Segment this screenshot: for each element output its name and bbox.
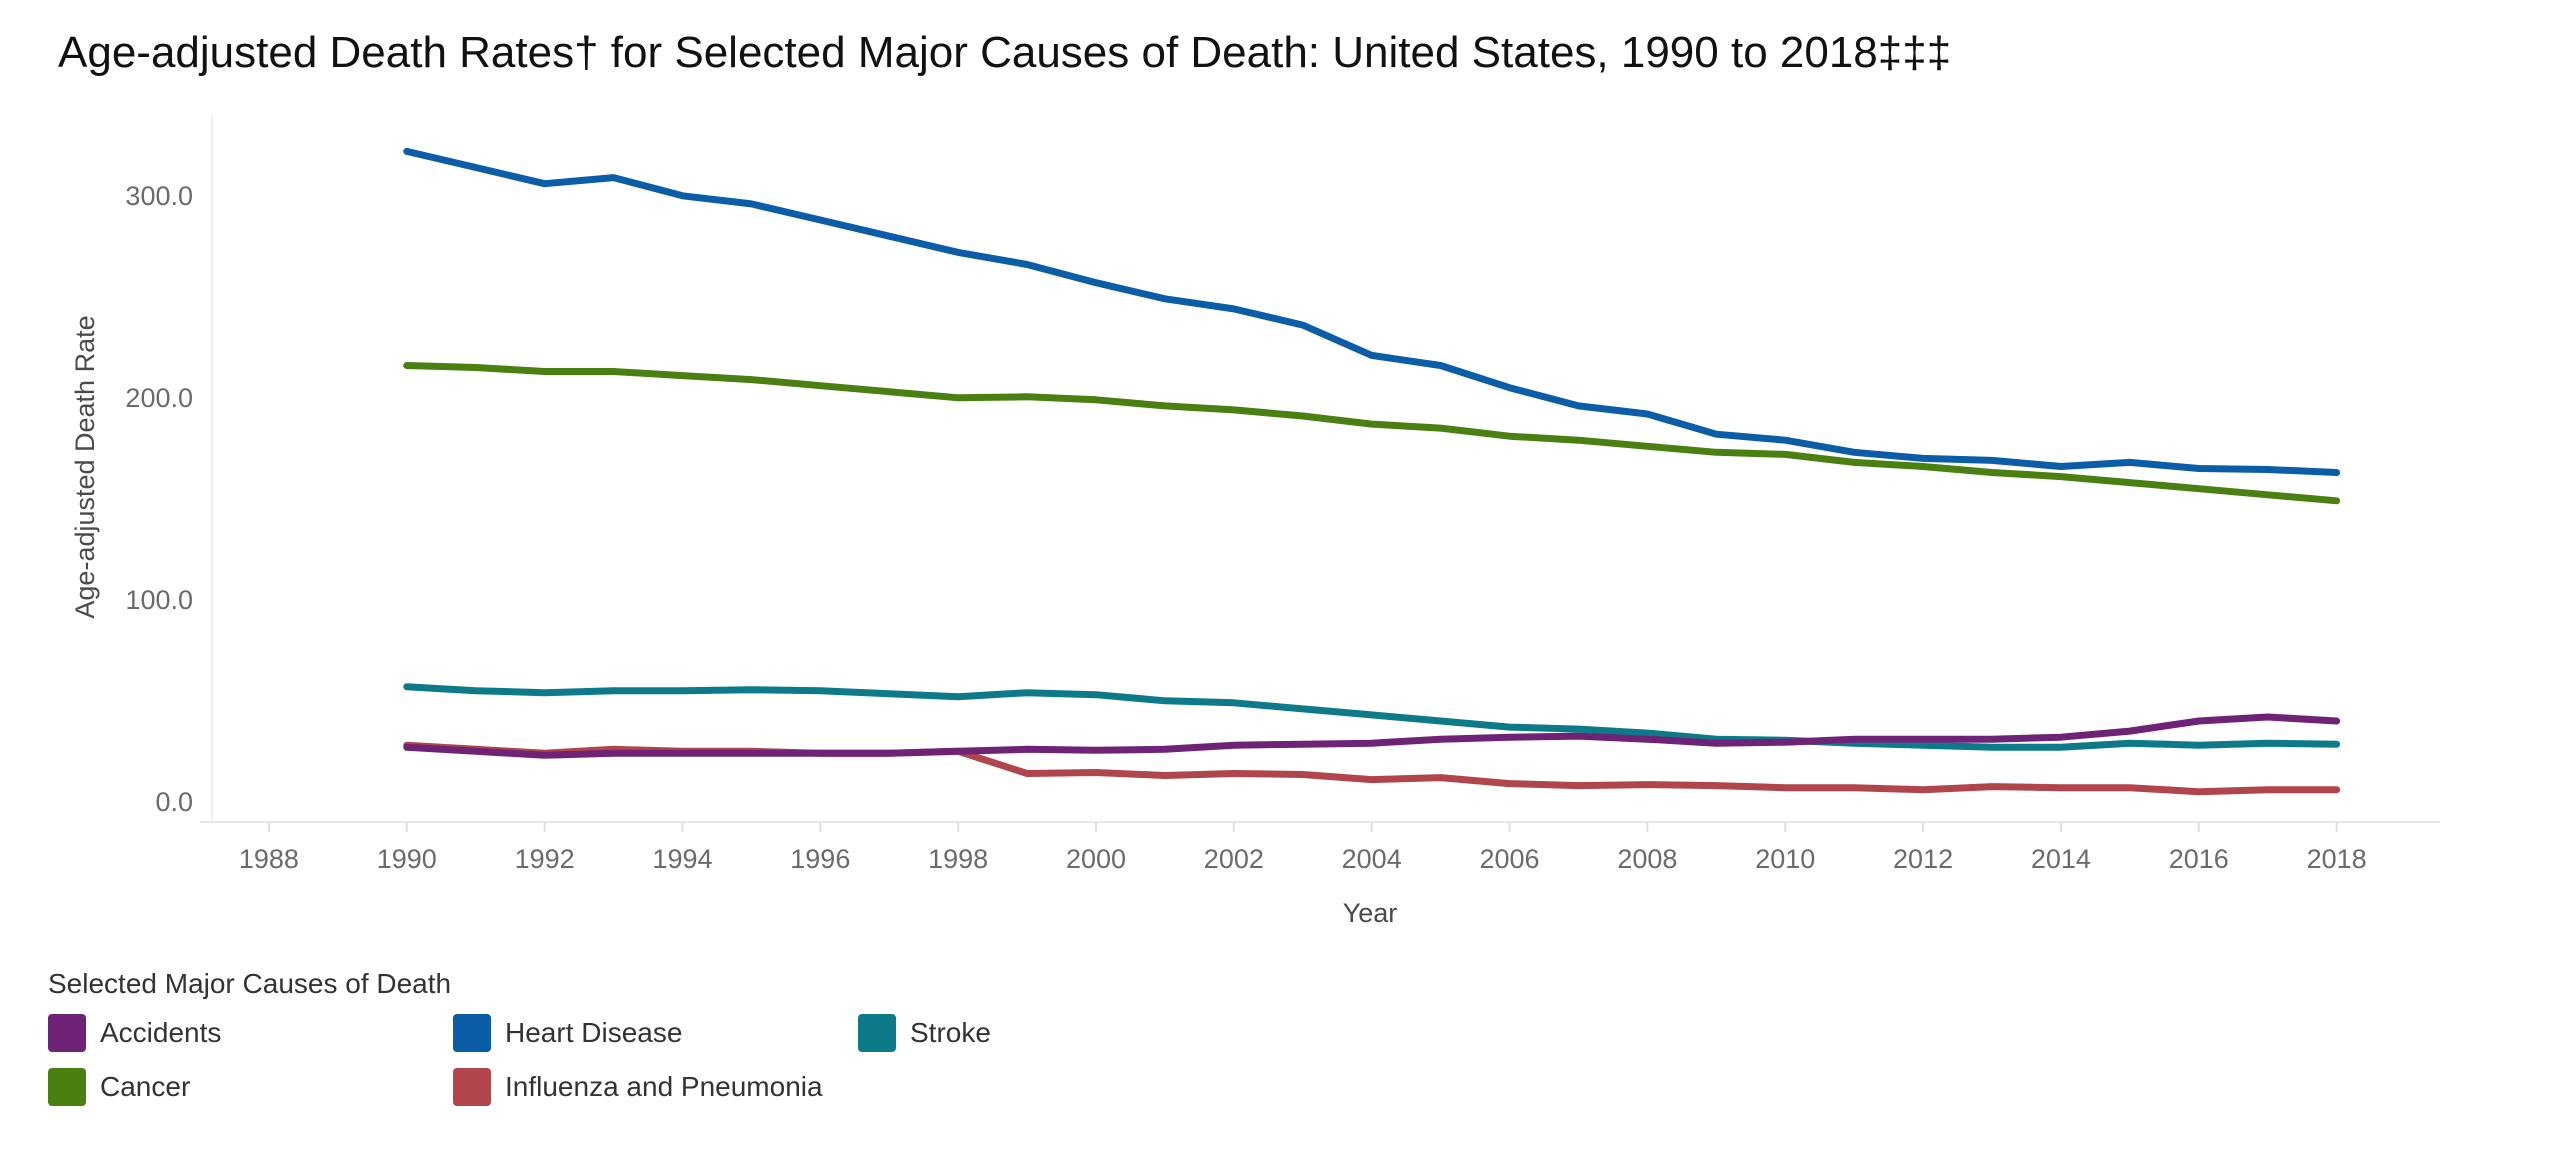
influenza-and-pneumonia-color-swatch bbox=[453, 1068, 491, 1106]
x-tick-label: 1996 bbox=[790, 844, 850, 874]
legend: Selected Major Causes of Death Accidents… bbox=[48, 968, 1263, 1106]
legend-item-cancer[interactable]: Cancer bbox=[48, 1068, 453, 1106]
legend-label-stroke: Stroke bbox=[910, 1017, 991, 1048]
x-tick-label: 2004 bbox=[1342, 844, 1402, 874]
x-axis-title: Year bbox=[1343, 898, 1398, 928]
x-tick-label: 2016 bbox=[2169, 844, 2229, 874]
x-axis-ticks: 1988 1990 1992 1994 1996 1998 2000 2002 2004 2006… bbox=[239, 822, 2367, 874]
x-tick-label: 1992 bbox=[515, 844, 575, 874]
chart-title: Age-adjusted Death Rates† for Selected M… bbox=[58, 28, 1952, 77]
legend-label-heart-disease: Heart Disease bbox=[505, 1017, 683, 1048]
x-tick-label: 2018 bbox=[2307, 844, 2367, 874]
y-tick-label: 100.0 bbox=[125, 585, 193, 615]
x-tick-label: 2000 bbox=[1066, 844, 1126, 874]
series-lines bbox=[403, 147, 2341, 796]
x-tick-label: 1990 bbox=[377, 844, 437, 874]
legend-title: Selected Major Causes of Death bbox=[48, 968, 452, 999]
legend-item-influenza-and-pneumonia[interactable]: Influenza and Pneumonia bbox=[453, 1068, 858, 1106]
x-tick-label: 1988 bbox=[239, 844, 299, 874]
legend-label-cancer: Cancer bbox=[100, 1071, 191, 1102]
series-line-heart-disease[interactable] bbox=[403, 147, 2341, 476]
heart-disease-color-swatch bbox=[453, 1014, 491, 1052]
x-tick-label: 2012 bbox=[1893, 844, 1953, 874]
x-tick-label: 1998 bbox=[928, 844, 988, 874]
y-axis-title: Age-adjusted Death Rate bbox=[70, 315, 100, 618]
series-line-cancer[interactable] bbox=[403, 362, 2341, 505]
legend-item-heart-disease[interactable]: Heart Disease bbox=[453, 1014, 858, 1052]
y-axis-ticks: 0.0 100.0 200.0 300.0 bbox=[125, 181, 193, 817]
x-tick-label: 2010 bbox=[1755, 844, 1815, 874]
series-line-accidents[interactable] bbox=[403, 713, 2341, 759]
x-tick-label: 1994 bbox=[652, 844, 712, 874]
accidents-color-swatch bbox=[48, 1014, 86, 1052]
legend-grid: Accidents Heart Disease Stroke Cancer In… bbox=[48, 1014, 1263, 1106]
x-tick-label: 2006 bbox=[1479, 844, 1539, 874]
y-tick-label: 300.0 bbox=[125, 181, 193, 211]
series-line-stroke[interactable] bbox=[403, 683, 2341, 751]
y-tick-label: 200.0 bbox=[125, 383, 193, 413]
cancer-color-swatch bbox=[48, 1068, 86, 1106]
stroke-color-swatch bbox=[858, 1014, 896, 1052]
legend-label-accidents: Accidents bbox=[100, 1017, 222, 1048]
legend-item-accidents[interactable]: Accidents bbox=[48, 1014, 453, 1052]
legend-item-stroke[interactable]: Stroke bbox=[858, 1014, 1263, 1052]
legend-label-influenza-and-pneumonia: Influenza and Pneumonia bbox=[505, 1071, 823, 1102]
x-tick-label: 2002 bbox=[1204, 844, 1264, 874]
x-tick-label: 2014 bbox=[2031, 844, 2091, 874]
x-tick-label: 2008 bbox=[1617, 844, 1677, 874]
y-tick-label: 0.0 bbox=[155, 787, 193, 817]
